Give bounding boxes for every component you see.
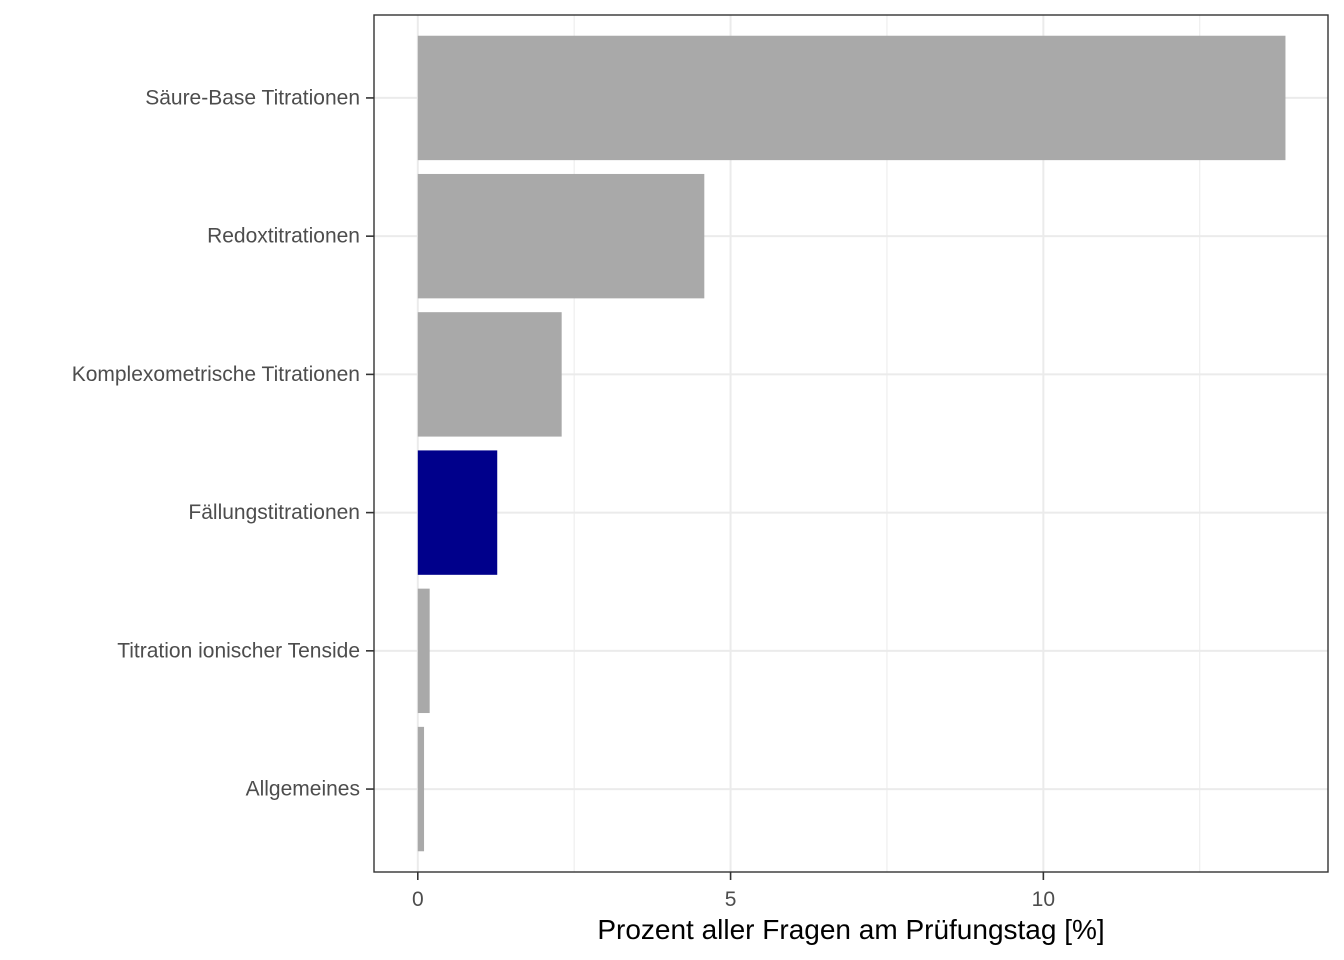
bar [417,726,425,852]
y-tick-label: Fällungstitrationen [188,501,360,524]
y-tick-label: Komplexometrische Titrationen [72,363,360,386]
y-axis-labels: Säure-Base Titrationen Redoxtitrationen Ko… [72,86,360,800]
x-axis-labels: 0 5 10 [412,888,1055,911]
axis-ticks [366,97,1045,880]
y-tick-label: Redoxtitrationen [207,225,360,248]
bar [417,450,498,575]
x-tick-label: 5 [725,888,737,911]
bar [417,35,1286,161]
x-tick-label: 10 [1032,888,1055,911]
bar [417,312,562,437]
x-tick-label: 0 [412,888,424,911]
panel-border [373,14,1329,873]
y-tick-label: Allgemeines [246,778,360,801]
y-tick-label: Säure-Base Titrationen [145,86,360,109]
bars [417,35,1286,852]
bar [417,173,705,299]
y-tick-label: Titration ionischer Tenside [117,639,360,662]
x-axis-title: Prozent aller Fragen am Prüfungstag [%] [597,914,1104,945]
bar [417,588,430,714]
